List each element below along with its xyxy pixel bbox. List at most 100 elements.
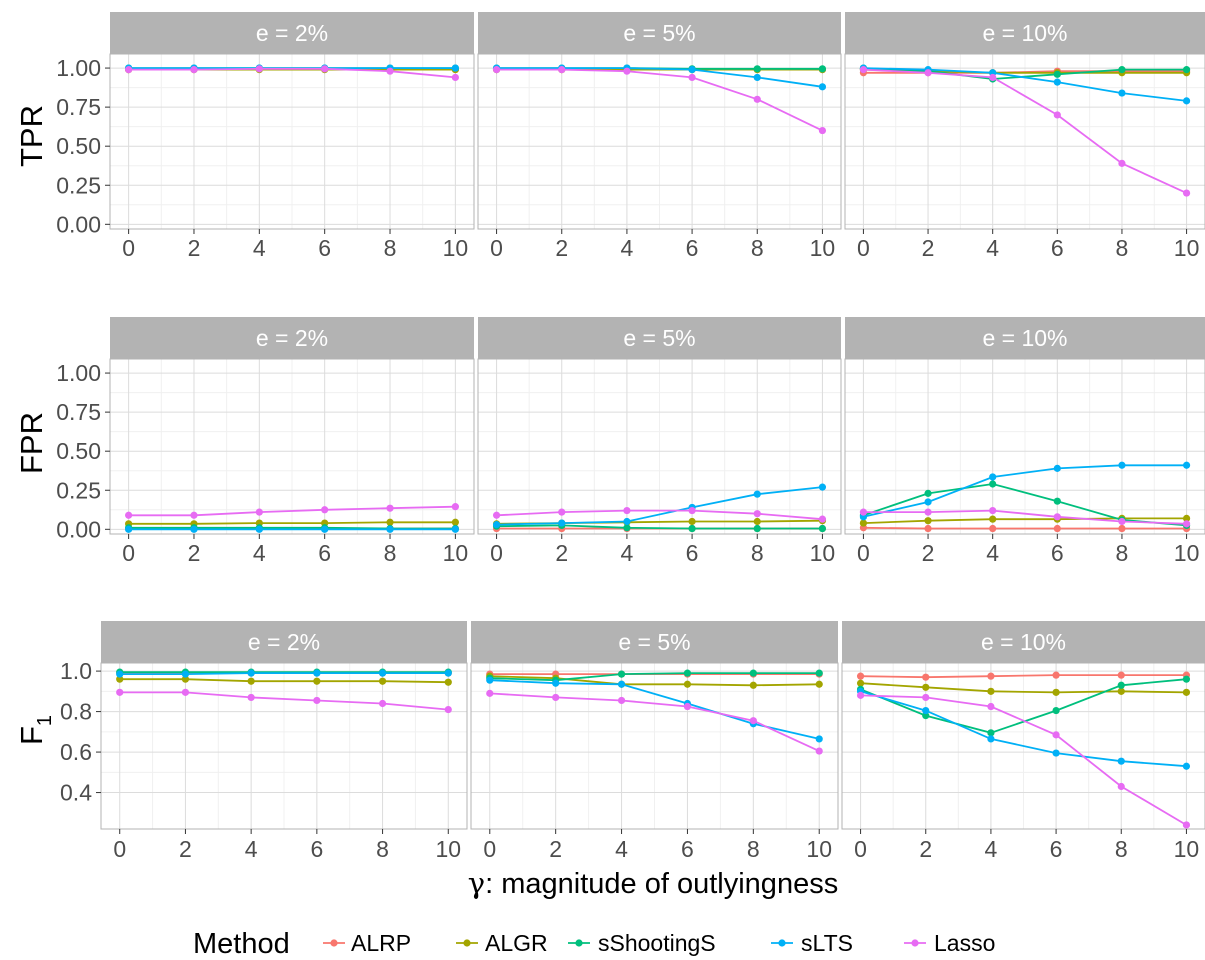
x-tick-label: 6: [318, 540, 331, 566]
data-point-algr: [859, 519, 868, 527]
data-point-lasso: [247, 693, 255, 702]
data-point-lasso: [1182, 189, 1191, 197]
y-tick-label: 0.00: [56, 211, 101, 237]
legend-label-slts: sLTS: [801, 930, 853, 956]
data-point-sshootings: [1182, 675, 1191, 683]
data-point-slts: [987, 735, 995, 743]
data-point-lasso: [378, 699, 387, 708]
x-tick-label: 4: [621, 235, 634, 261]
facet-strip-label: e = 5%: [623, 325, 695, 351]
series-line-sshootings-f1-2: [489, 672, 820, 682]
data-point-slts: [924, 498, 932, 506]
y-tick-label: 0.50: [56, 438, 101, 464]
x-tick-label: 10: [443, 540, 469, 566]
x-tick-label: 8: [384, 540, 397, 566]
facet-strip: [478, 317, 841, 359]
x-tick-label: 6: [1050, 836, 1063, 862]
data-point-lasso: [859, 66, 868, 74]
data-point-slts: [247, 669, 255, 677]
y-tick-label: 0.6: [60, 739, 92, 765]
y-axis-title-fpr: FPR: [14, 412, 49, 474]
data-point-algr: [247, 677, 255, 685]
data-point-lasso: [818, 515, 827, 523]
data-point-lasso: [451, 73, 459, 82]
legend-key-point-alrp: [330, 939, 338, 947]
series-line-lasso-tpr-1: [128, 67, 456, 79]
data-point-slts: [1053, 464, 1061, 472]
x-tick-label: 2: [179, 836, 192, 862]
data-point-algr: [856, 679, 865, 687]
data-point-lasso: [623, 506, 631, 515]
y-axis-title-tpr: TPR: [14, 105, 49, 167]
y-tick-label: 0.75: [56, 94, 101, 120]
x-tick-label: 8: [751, 235, 764, 261]
x-tick-label: 6: [318, 235, 331, 261]
data-point-slts: [623, 517, 631, 526]
data-point-lasso: [688, 73, 696, 82]
data-point-sshootings: [753, 524, 761, 533]
panel-border: [477, 53, 842, 230]
data-point-algr: [753, 517, 761, 526]
x-axis-title-greek: γ: [468, 866, 485, 900]
data-point-slts: [255, 525, 263, 533]
data-point-slts: [818, 483, 827, 491]
series-line-algr-f1-3: [860, 682, 1187, 694]
y-tick-label: 0.4: [60, 780, 92, 806]
x-tick-label: 10: [810, 235, 836, 261]
data-point-slts: [617, 680, 626, 688]
legend-key-point-lasso: [911, 939, 919, 947]
x-tick-label: 0: [122, 235, 135, 261]
facet-strip: [845, 317, 1205, 359]
facet-strip-label: e = 2%: [256, 325, 328, 351]
series-line-sshootings-fpr-2: [496, 524, 823, 530]
data-point-slts: [451, 525, 459, 533]
x-tick-label: 10: [443, 235, 469, 261]
x-tick-label: 2: [919, 836, 932, 862]
data-point-sshootings: [815, 669, 823, 677]
y-tick-label: 0.25: [56, 477, 101, 503]
x-tick-label: 8: [376, 836, 389, 862]
panel-border: [477, 358, 842, 535]
data-point-sshootings: [818, 524, 827, 533]
x-tick-label: 0: [122, 540, 135, 566]
panel-border: [100, 662, 468, 830]
data-point-sshootings: [623, 524, 631, 532]
facet-strip: [845, 12, 1205, 54]
x-tick-label: 4: [245, 836, 258, 862]
x-tick-label: 2: [549, 836, 562, 862]
data-point-slts: [688, 66, 696, 74]
data-point-sshootings: [1182, 66, 1191, 74]
data-point-lasso: [313, 696, 321, 705]
data-point-lasso: [749, 717, 757, 725]
series-line-slts-fpr-3: [863, 464, 1187, 518]
data-point-lasso: [321, 506, 329, 514]
panel-border: [841, 662, 1205, 830]
data-point-lasso: [815, 747, 823, 755]
series-line-sshootings-fpr-1: [128, 526, 456, 530]
data-point-slts: [451, 64, 459, 72]
data-point-lasso: [190, 66, 198, 74]
x-tick-label: 4: [253, 235, 266, 261]
series-line-lasso-f1-2: [489, 692, 820, 752]
data-point-lasso: [924, 508, 932, 516]
data-point-lasso: [989, 506, 997, 515]
y-tick-label: 1.00: [56, 55, 101, 81]
data-point-slts: [386, 525, 394, 533]
x-tick-label: 8: [747, 836, 760, 862]
data-point-lasso: [558, 66, 566, 74]
data-point-lasso: [1182, 520, 1191, 528]
x-tick-label: 10: [1174, 235, 1200, 261]
data-point-lasso: [818, 126, 827, 135]
data-point-slts: [1052, 749, 1060, 757]
data-point-slts: [1118, 89, 1126, 97]
data-point-alrp: [1118, 524, 1126, 533]
data-point-lasso: [617, 696, 626, 705]
data-point-algr: [924, 517, 932, 525]
y-tick-label: 0.75: [56, 399, 101, 425]
x-tick-label: 10: [435, 836, 461, 862]
data-point-lasso: [116, 688, 124, 696]
data-point-lasso: [753, 95, 761, 103]
data-point-slts: [1182, 762, 1191, 770]
data-point-lasso: [688, 506, 696, 515]
x-tick-label: 10: [1174, 540, 1200, 566]
